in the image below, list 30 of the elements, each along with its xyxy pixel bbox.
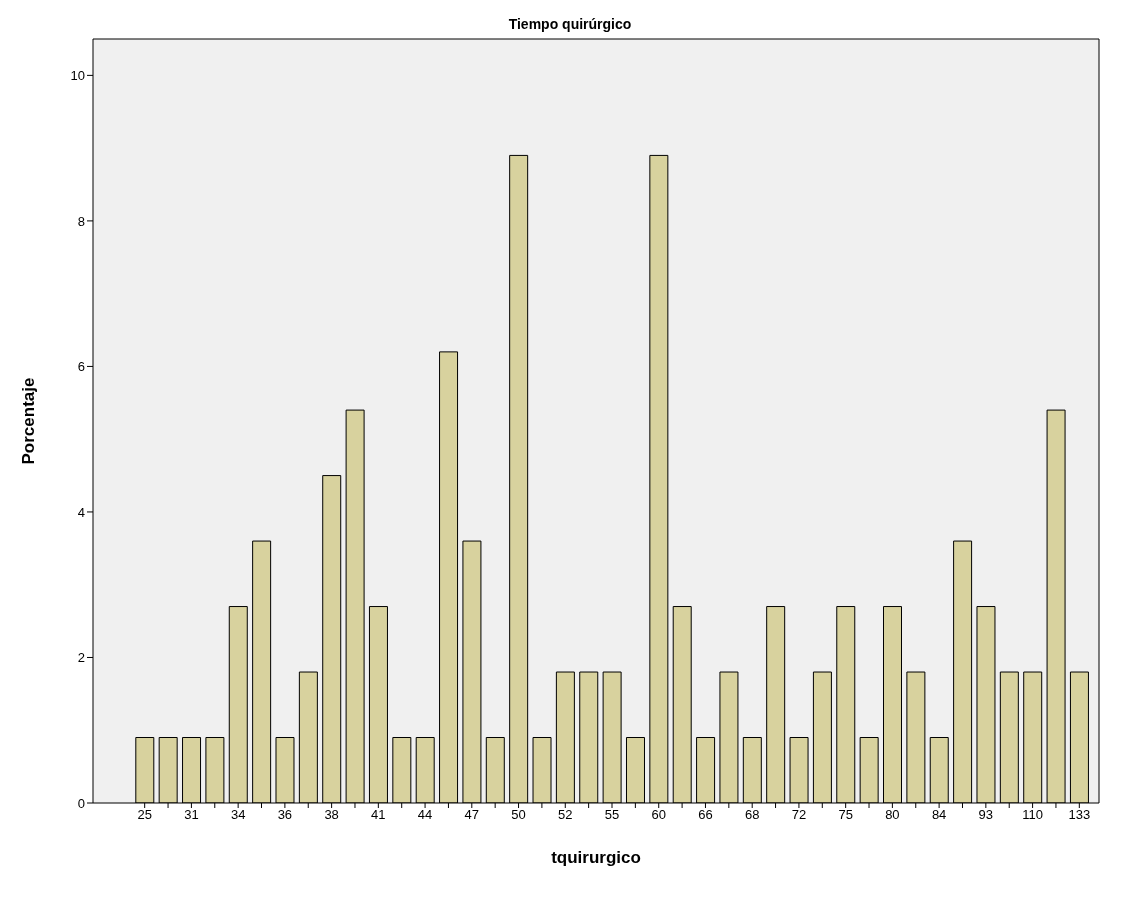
chart-title: Tiempo quirúrgico <box>507 16 633 32</box>
x-tick-label: 72 <box>791 807 807 823</box>
x-tick-label: 68 <box>744 807 760 823</box>
x-tick-label: 66 <box>698 807 713 823</box>
x-tick-label: 75 <box>838 807 853 823</box>
x-tick-label: 133 <box>1068 807 1091 823</box>
x-tick-label: 34 <box>230 807 246 823</box>
y-tick-label: 10 <box>70 68 85 83</box>
x-tick-label: 47 <box>464 807 480 823</box>
x-tick-label: 110 <box>1022 807 1043 823</box>
x-tick-label: 50 <box>511 807 526 823</box>
y-axis-title: Porcentaje <box>19 377 39 465</box>
x-tick-label: 60 <box>651 807 666 823</box>
x-tick-label: 41 <box>371 807 386 823</box>
x-tick-label: 84 <box>931 807 947 823</box>
x-tick-label: 44 <box>417 807 433 823</box>
y-tick-label: 8 <box>77 213 85 229</box>
x-tick-label: 80 <box>885 807 900 823</box>
x-tick-label: 38 <box>324 807 339 823</box>
x-tick-label: 36 <box>277 807 293 823</box>
x-axis-title: tquirurgico <box>551 848 641 867</box>
x-tick-label: 93 <box>978 807 994 823</box>
y-tick-label: 0 <box>77 795 85 811</box>
y-tick-label: 4 <box>77 504 85 520</box>
x-tick-label: 25 <box>137 807 152 823</box>
x-tick-label: 52 <box>558 807 573 823</box>
x-tick-label: 55 <box>604 807 620 823</box>
y-tick-label: 2 <box>77 650 85 666</box>
x-tick-label: 31 <box>184 807 199 823</box>
y-tick-label: 6 <box>77 359 85 375</box>
